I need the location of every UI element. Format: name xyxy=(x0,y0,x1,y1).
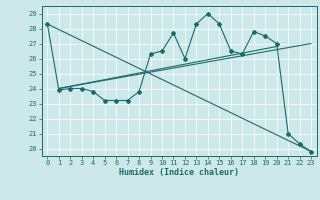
X-axis label: Humidex (Indice chaleur): Humidex (Indice chaleur) xyxy=(119,168,239,177)
